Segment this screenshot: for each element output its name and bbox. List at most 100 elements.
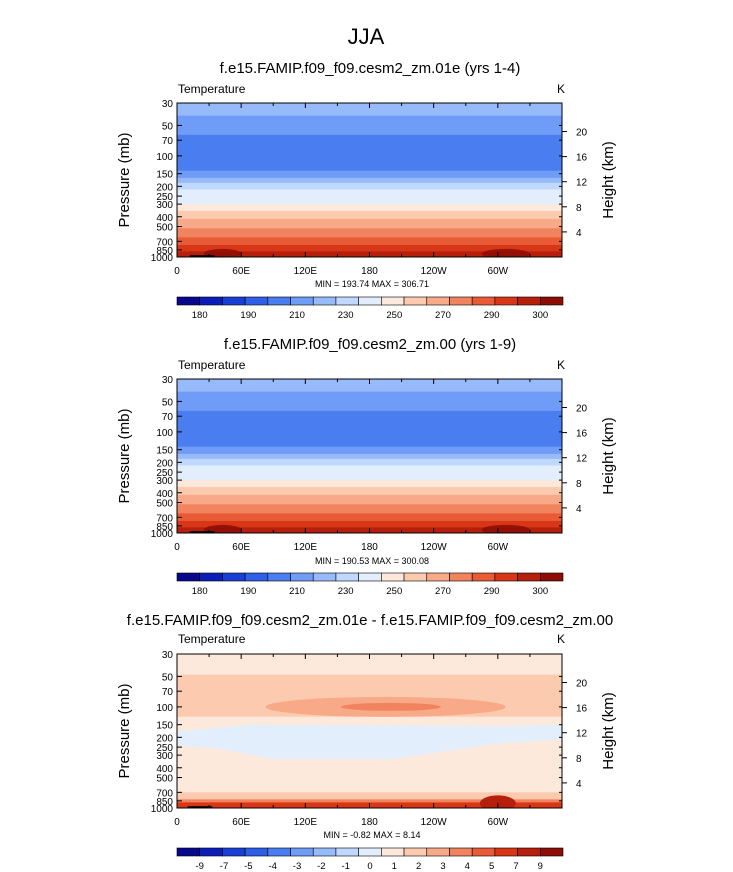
colorbar-label: 190 <box>240 586 256 597</box>
y-tick-label: 70 <box>162 136 174 147</box>
colorbar-swatch <box>290 572 314 582</box>
contour-band <box>177 210 562 220</box>
contour-band <box>177 170 562 179</box>
contour-blob <box>479 795 516 808</box>
y-tick-label: 200 <box>156 458 173 469</box>
height-tick-label: 20 <box>576 128 588 139</box>
colorbar-label: 250 <box>386 310 402 321</box>
height-tick-label: 8 <box>576 754 582 765</box>
colorbar-swatch <box>517 847 541 857</box>
panel-title: f.e15.FAMIP.f09_f09.cesm2_zm.01e (yrs 1-… <box>220 60 521 77</box>
colorbar-swatch <box>449 847 473 857</box>
colorbar-swatch <box>381 847 405 857</box>
colorbar-swatch <box>176 572 201 582</box>
units-label: K <box>557 358 565 372</box>
colorbar-swatch <box>426 572 450 582</box>
page-title: JJA <box>348 24 385 49</box>
units-label: K <box>557 82 565 96</box>
colorbar-swatch <box>494 572 518 582</box>
topography <box>187 806 213 808</box>
colorbar-swatch <box>290 296 314 306</box>
colorbar-label: 5 <box>489 861 494 872</box>
pressure-axis-label: Pressure (mb) <box>116 132 133 227</box>
panel-3: f.e15.FAMIP.f09_f09.cesm2_zm.01e - f.e15… <box>116 612 617 872</box>
colorbar-swatch <box>358 847 382 857</box>
variable-label: Temperature <box>178 82 246 96</box>
colorbar-swatch <box>381 296 405 306</box>
colorbar-label: 190 <box>240 310 256 321</box>
colorbar-label: 9 <box>538 861 543 872</box>
y-tick-label: 300 <box>156 476 173 487</box>
x-tick-label: 60E <box>232 542 250 553</box>
y-tick-label: 50 <box>162 672 174 683</box>
colorbar-swatch <box>267 572 291 582</box>
colorbar: 180 190 210 230 250 270 290 300 <box>176 572 564 597</box>
x-tick-label: 120W <box>421 266 448 277</box>
y-tick-label: 400 <box>156 764 173 775</box>
contour-band <box>177 103 562 117</box>
contour-blob <box>203 248 242 257</box>
colorbar-label: 7 <box>513 861 518 872</box>
x-tick-label: 120E <box>294 266 318 277</box>
colorbar-label: 300 <box>532 586 548 597</box>
y-tick-label: 500 <box>156 774 173 785</box>
variable-label: Temperature <box>178 358 246 372</box>
colorbar-swatch <box>312 572 337 582</box>
colorbar-swatch <box>199 847 223 857</box>
x-tick-label: 0 <box>174 817 180 828</box>
colorbar-label: -7 <box>220 861 228 872</box>
colorbar-swatch <box>199 572 223 582</box>
contour-band <box>177 446 562 455</box>
colorbar-swatch <box>312 296 337 306</box>
y-tick-label: 250 <box>156 743 173 754</box>
colorbar-swatch <box>267 847 291 857</box>
y-tick-label: 700 <box>156 237 173 248</box>
colorbar-swatch <box>358 296 382 306</box>
contour-fill <box>177 654 562 808</box>
height-axis-label: Height (km) <box>600 692 617 770</box>
colorbar-label: 300 <box>532 310 548 321</box>
colorbar-label: 270 <box>435 310 451 321</box>
contour-band <box>177 472 562 481</box>
contour-band <box>177 453 562 460</box>
contour-band <box>177 391 562 412</box>
x-tick-label: 120E <box>294 817 318 828</box>
y-tick-label: 700 <box>156 513 173 524</box>
colorbar-swatch <box>539 296 564 306</box>
contour-band <box>177 520 562 528</box>
colorbar-label: 210 <box>289 586 305 597</box>
contour-fill <box>177 103 562 257</box>
colorbar-label: 230 <box>338 310 354 321</box>
colorbar-label: -2 <box>317 861 325 872</box>
x-tick-label: 120W <box>421 817 448 828</box>
y-tick-label: 70 <box>162 412 174 423</box>
y-tick-label: 30 <box>162 375 174 386</box>
contour-band <box>177 218 562 229</box>
contour-band <box>177 177 562 184</box>
contour-band <box>177 486 562 496</box>
height-tick-label: 8 <box>576 479 582 490</box>
y-tick-label: 700 <box>156 788 173 799</box>
height-axis-label: Height (km) <box>600 417 617 495</box>
colorbar-swatch <box>176 296 201 306</box>
panel-2: f.e15.FAMIP.f09_f09.cesm2_zm.00 (yrs 1-9… <box>116 336 617 597</box>
colorbar-swatch <box>222 296 246 306</box>
height-tick-label: 8 <box>576 203 582 214</box>
x-tick-label: 120W <box>421 542 448 553</box>
panel-title: f.e15.FAMIP.f09_f09.cesm2_zm.00 (yrs 1-9… <box>224 336 516 353</box>
contour-blob <box>340 702 441 711</box>
pressure-axis-label: Pressure (mb) <box>116 408 133 503</box>
y-tick-label: 150 <box>156 170 173 181</box>
contour-band <box>177 228 562 239</box>
contour-band <box>177 196 562 205</box>
contour-band <box>177 115 562 136</box>
colorbar-swatch <box>539 847 564 857</box>
x-tick-label: 60W <box>488 817 509 828</box>
colorbar-swatch <box>358 572 382 582</box>
contour-band <box>177 379 562 393</box>
contour-band <box>177 724 562 760</box>
contour-band <box>177 410 562 448</box>
x-tick-label: 180 <box>361 542 378 553</box>
y-tick-label: 150 <box>156 721 173 732</box>
colorbar-swatch <box>403 847 428 857</box>
